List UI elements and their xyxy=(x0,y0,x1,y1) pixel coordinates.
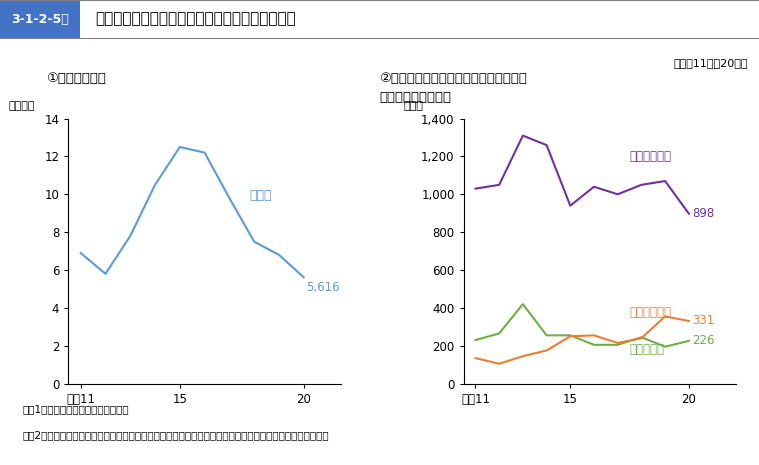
Text: 331: 331 xyxy=(692,314,715,327)
Text: 226: 226 xyxy=(692,334,715,347)
Text: 2　「薬物関係法令」は，覚せい剤取締法，大麻取締法，麻薬取締法，あへん法及び麻薬特例法である。: 2 「薬物関係法令」は，覚せい剤取締法，大麻取締法，麻薬取締法，あへん法及び麻薬… xyxy=(23,430,329,440)
Text: ②　薬物関係法令違反・売春防止法違反: ② 薬物関係法令違反・売春防止法違反 xyxy=(380,72,528,85)
Text: 入管法: 入管法 xyxy=(249,189,272,202)
Text: （平成11年〜20年）: （平成11年〜20年） xyxy=(673,58,748,68)
Text: 5,616: 5,616 xyxy=(306,281,340,294)
Text: 3-1-2-5図: 3-1-2-5図 xyxy=(11,13,69,26)
Text: 注　1　警察庁刑事局の資料による。: 注 1 警察庁刑事局の資料による。 xyxy=(23,405,129,415)
Bar xyxy=(0,0,80,38)
Text: （千件）: （千件） xyxy=(8,100,35,111)
Text: 来日外国人による入管法違反等　送致件数の推移: 来日外国人による入管法違反等 送致件数の推移 xyxy=(95,12,295,27)
Text: ・風営適正化法違反: ・風営適正化法違反 xyxy=(380,91,452,104)
Text: ①　入管法違反: ① 入管法違反 xyxy=(46,72,106,85)
Text: （件）: （件） xyxy=(404,100,424,111)
Text: 898: 898 xyxy=(692,207,715,220)
Text: 売春防止法: 売春防止法 xyxy=(629,343,665,356)
Text: 風営適正化法: 風営適正化法 xyxy=(629,306,672,319)
Text: 薬物関係法令: 薬物関係法令 xyxy=(629,150,672,163)
